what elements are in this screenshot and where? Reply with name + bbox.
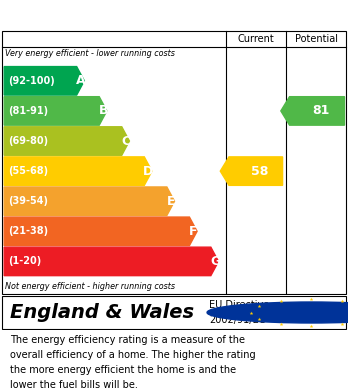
- Polygon shape: [220, 157, 283, 185]
- Text: 81: 81: [312, 104, 329, 117]
- Polygon shape: [281, 97, 345, 125]
- Text: A: A: [76, 74, 86, 87]
- Text: F: F: [189, 225, 198, 238]
- Text: EU Directive
2002/91/EC: EU Directive 2002/91/EC: [209, 300, 269, 325]
- Text: E: E: [167, 195, 175, 208]
- Polygon shape: [4, 97, 107, 125]
- Text: C: C: [121, 135, 130, 147]
- Text: (69-80): (69-80): [8, 136, 48, 146]
- Polygon shape: [4, 247, 219, 276]
- Text: Not energy efficient - higher running costs: Not energy efficient - higher running co…: [5, 282, 175, 291]
- Text: D: D: [143, 165, 153, 178]
- Text: England & Wales: England & Wales: [10, 303, 195, 322]
- Text: (55-68): (55-68): [8, 166, 48, 176]
- Text: (1-20): (1-20): [8, 256, 41, 266]
- Text: Very energy efficient - lower running costs: Very energy efficient - lower running co…: [5, 49, 175, 58]
- Text: (92-100): (92-100): [8, 76, 54, 86]
- Text: G: G: [210, 255, 220, 268]
- Polygon shape: [4, 127, 129, 155]
- Text: Current: Current: [237, 34, 274, 44]
- Text: B: B: [98, 104, 108, 117]
- Text: (21-38): (21-38): [8, 226, 48, 236]
- Polygon shape: [4, 187, 175, 215]
- Text: (39-54): (39-54): [8, 196, 48, 206]
- Text: Energy Efficiency Rating: Energy Efficiency Rating: [10, 7, 220, 23]
- Polygon shape: [4, 66, 84, 95]
- Text: (81-91): (81-91): [8, 106, 48, 116]
- Circle shape: [207, 302, 348, 323]
- Text: The energy efficiency rating is a measure of the
overall efficiency of a home. T: The energy efficiency rating is a measur…: [10, 335, 256, 391]
- Text: 58: 58: [251, 165, 268, 178]
- Polygon shape: [4, 217, 197, 246]
- Text: Potential: Potential: [295, 34, 338, 44]
- Polygon shape: [4, 157, 152, 185]
